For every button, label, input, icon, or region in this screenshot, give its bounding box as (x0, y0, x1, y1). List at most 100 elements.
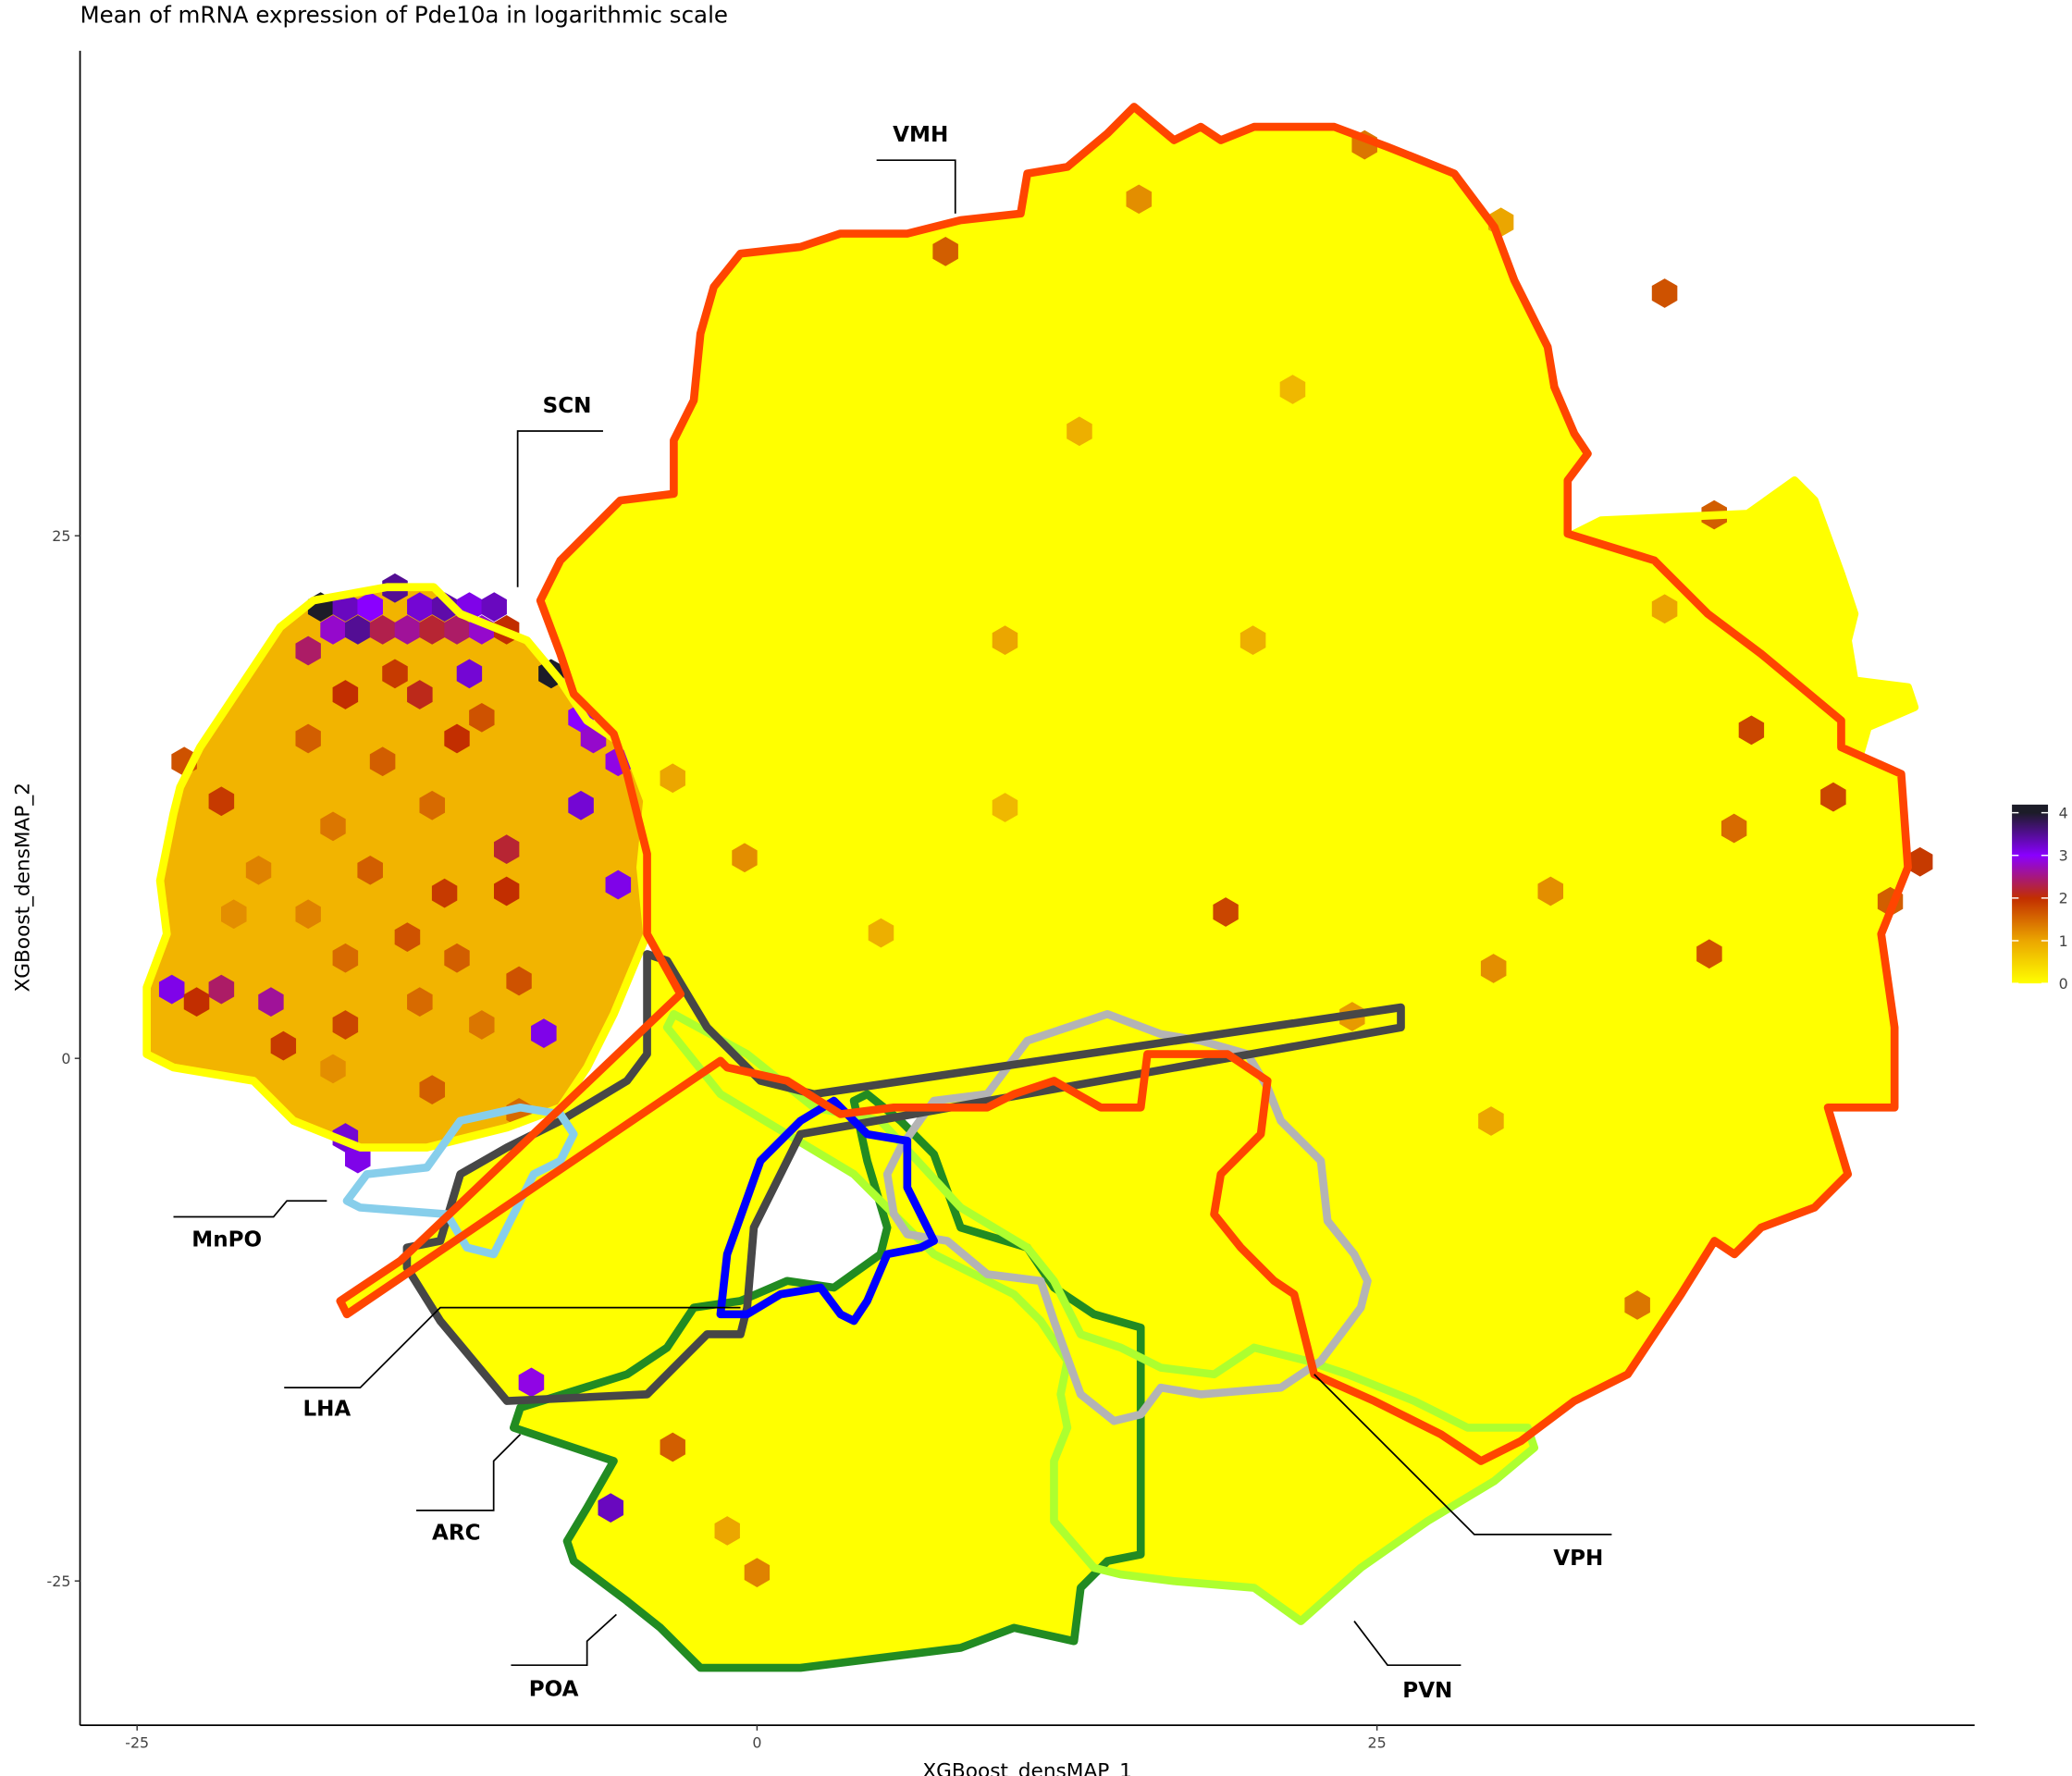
hex (992, 793, 1018, 822)
hex (245, 855, 272, 885)
hex (605, 870, 632, 900)
hexbins (158, 130, 1933, 1587)
hex (295, 723, 321, 754)
hex (258, 987, 284, 1018)
leader-line (516, 430, 603, 587)
hex (1738, 715, 1765, 746)
leader-line (1314, 1374, 1612, 1536)
hex (506, 966, 532, 996)
hex (394, 615, 421, 645)
hex (481, 592, 507, 622)
hex (444, 615, 470, 645)
hex (332, 943, 359, 973)
hex (1651, 594, 1678, 624)
hex (1907, 846, 1933, 877)
hex (407, 592, 433, 622)
annotation: PVN (1402, 1679, 1452, 1703)
hex (320, 615, 346, 645)
y-axis-label: XGBoost_densMAP_2 (12, 783, 35, 993)
hex (357, 592, 383, 622)
colorbar-tick-label: 0 (2059, 975, 2068, 993)
hex (660, 1432, 685, 1462)
hex (518, 1367, 545, 1398)
hex (1820, 782, 1846, 812)
hex (660, 763, 685, 794)
hex (598, 1493, 624, 1523)
hex (932, 236, 958, 266)
leader-line (173, 1200, 327, 1218)
colorbar-tick-label: 1 (2059, 932, 2068, 950)
hex (1067, 416, 1092, 447)
hex (295, 899, 321, 930)
leader-line (1353, 1621, 1462, 1667)
hex (469, 1010, 495, 1040)
hex (332, 1010, 359, 1040)
hex (1696, 939, 1722, 969)
chart-title: Mean of mRNA expression of Pde10a in log… (80, 2, 728, 29)
hex (357, 855, 383, 885)
colorbar-tick-label: 3 (2059, 847, 2068, 865)
annotation: SCN (543, 394, 592, 418)
hex (419, 790, 446, 820)
hex (208, 786, 235, 817)
hex (221, 899, 247, 930)
annotation: MnPO (191, 1227, 262, 1252)
colorbar-tick-label: 2 (2059, 890, 2068, 907)
x-tick-label: -25 (125, 1734, 149, 1752)
hex (444, 723, 470, 754)
hex (332, 680, 359, 709)
hex (732, 843, 758, 873)
hex (407, 680, 433, 709)
hex (419, 1075, 446, 1104)
y-tick-label: -25 (47, 1572, 71, 1590)
hex (1240, 625, 1266, 656)
colorbar-tick-label: 4 (2059, 804, 2068, 821)
hex (531, 1018, 557, 1048)
hex (868, 918, 894, 948)
leader-line (511, 1613, 617, 1667)
x-tick-label: 25 (1368, 1734, 1387, 1752)
hex (714, 1516, 740, 1546)
hex (158, 974, 185, 1005)
hex (270, 1030, 297, 1061)
y-tick-label: 25 (52, 527, 70, 545)
annotation: VPH (1553, 1547, 1603, 1571)
hex (407, 987, 433, 1018)
hex (382, 659, 408, 689)
hex (431, 878, 458, 908)
hex (419, 615, 446, 645)
hex (320, 811, 346, 842)
hex (1651, 278, 1678, 308)
hex (744, 1558, 771, 1587)
hex (469, 702, 495, 733)
hex (1720, 813, 1747, 844)
leader-line (416, 1434, 522, 1511)
hex (1279, 375, 1306, 404)
hex (394, 922, 421, 952)
hex (444, 943, 470, 973)
annotation: POA (529, 1677, 579, 1701)
leader-line (284, 1306, 741, 1389)
hex (992, 625, 1018, 656)
hex (1537, 876, 1564, 906)
x-axis-label: XGBoost_densMAP_1 (922, 1759, 1132, 1776)
base-area (146, 106, 1915, 1669)
annotation: VMH (893, 123, 948, 147)
hex (493, 834, 520, 865)
hex (344, 615, 371, 645)
hex (208, 974, 235, 1005)
hex (456, 659, 483, 689)
annotations: VMH SCN MnPO LHA ARC POA VPH PVN (173, 123, 1612, 1703)
annotation: LHA (302, 1397, 351, 1421)
hex (1478, 1106, 1504, 1136)
y-tick-label: 0 (61, 1050, 70, 1067)
annotation: ARC (432, 1522, 481, 1546)
hex (295, 635, 321, 666)
hex (1126, 184, 1153, 215)
hex (369, 615, 396, 645)
hex (1624, 1290, 1650, 1320)
hex (320, 1054, 346, 1084)
colorbar (2012, 804, 2049, 984)
hex (1480, 954, 1507, 983)
